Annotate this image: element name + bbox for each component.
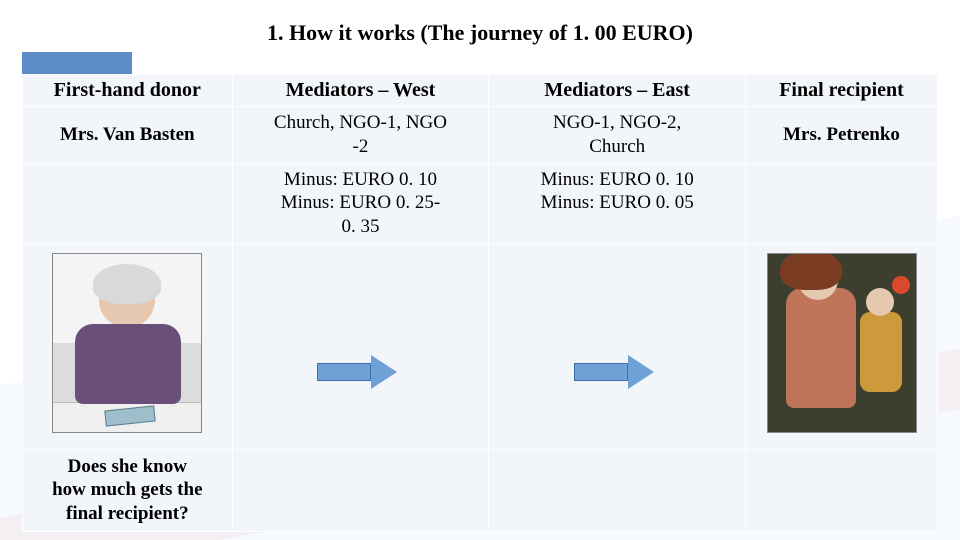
cell-empty (746, 449, 938, 531)
med-east-orgs: NGO-1, NGO-2, Church (489, 107, 746, 164)
arrow-cell-west (232, 243, 489, 449)
table-header-row: First-hand donor Mediators – West Mediat… (23, 75, 938, 107)
table-row: Does she know how much gets the final re… (23, 449, 938, 531)
med-west-costs: Minus: EURO 0. 10 Minus: EURO 0. 25- 0. … (232, 163, 489, 243)
header-med-east: Mediators – East (489, 75, 746, 107)
recipient-name: Mrs. Petrenko (746, 107, 938, 164)
cell-empty (232, 449, 489, 531)
recipient-image (767, 253, 917, 433)
donor-image-cell (23, 243, 233, 449)
arrow-right-icon (574, 355, 660, 389)
recipient-image-cell (746, 243, 938, 449)
arrow-cell-east (489, 243, 746, 449)
cell-empty (489, 449, 746, 531)
table-row: Minus: EURO 0. 10 Minus: EURO 0. 25- 0. … (23, 163, 938, 243)
header-recipient: Final recipient (746, 75, 938, 107)
arrow-right-icon (317, 355, 403, 389)
slide: 1. How it works (The journey of 1. 00 EU… (0, 0, 960, 540)
header-donor: First-hand donor (23, 75, 233, 107)
header-med-west: Mediators – West (232, 75, 489, 107)
table-row: Mrs. Van Basten Church, NGO-1, NGO -2 NG… (23, 107, 938, 164)
journey-table: First-hand donor Mediators – West Mediat… (22, 74, 938, 532)
accent-bar (22, 52, 132, 74)
donor-question: Does she know how much gets the final re… (23, 449, 233, 531)
cell-empty (23, 163, 233, 243)
donor-name: Mrs. Van Basten (23, 107, 233, 164)
med-east-costs: Minus: EURO 0. 10 Minus: EURO 0. 05 (489, 163, 746, 243)
slide-title: 1. How it works (The journey of 1. 00 EU… (0, 0, 960, 46)
cell-empty (746, 163, 938, 243)
med-west-orgs: Church, NGO-1, NGO -2 (232, 107, 489, 164)
table-row (23, 243, 938, 449)
donor-image (52, 253, 202, 433)
